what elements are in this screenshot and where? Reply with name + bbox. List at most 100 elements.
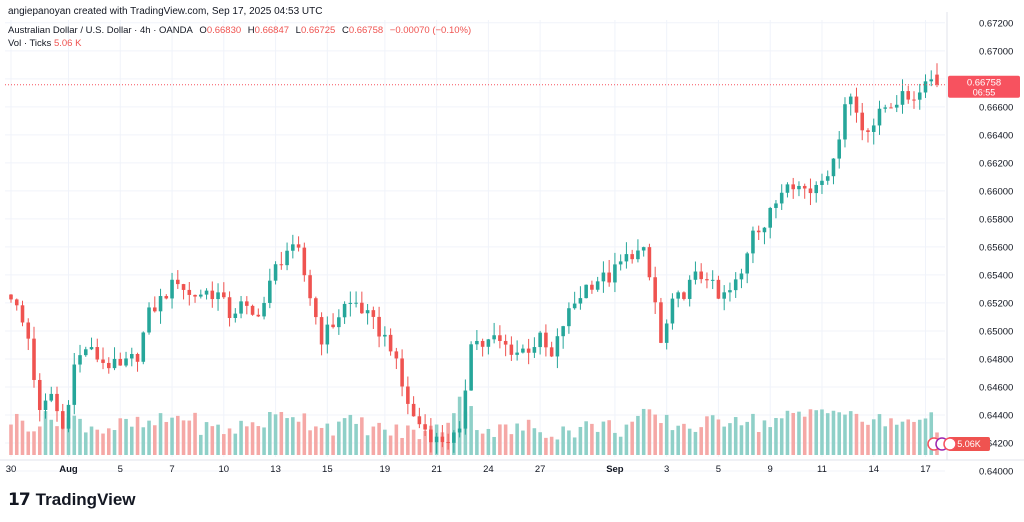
volume-bar (262, 427, 266, 455)
candle-body (400, 358, 404, 387)
volume-bar (843, 414, 847, 455)
volume-bar (762, 420, 767, 455)
candle-body (831, 158, 836, 177)
candle-body (843, 104, 847, 140)
volume-bar (377, 422, 381, 455)
candle-body (176, 279, 180, 285)
candle-body (210, 290, 215, 300)
candle-body (567, 308, 571, 327)
time-tick-label: 5 (118, 464, 123, 475)
volume-bar (383, 429, 387, 455)
candle-body (285, 250, 289, 266)
volume-bar (785, 410, 790, 455)
candle-body (187, 289, 192, 295)
volume-bar (774, 418, 778, 455)
volume-bar (26, 431, 31, 455)
candle-body (883, 107, 888, 109)
candle-body (193, 294, 197, 297)
candle-body (572, 303, 577, 309)
volume-bar (256, 426, 261, 455)
price-tick-label: 0.65000 (979, 326, 1013, 337)
candle-body (797, 185, 801, 190)
candle-body (682, 292, 686, 299)
candle-body (440, 436, 445, 443)
time-tick-label: 21 (431, 464, 442, 475)
volume-bar (89, 426, 94, 455)
candle-body (848, 96, 853, 105)
candle-body (273, 264, 278, 281)
volume-bar (118, 418, 123, 455)
volume-bar (866, 424, 870, 455)
volume-legend[interactable]: Vol · Ticks 5.06 K (8, 38, 81, 49)
volume-bar (227, 428, 232, 455)
volume-bar (37, 426, 42, 455)
candle-body (802, 185, 807, 189)
candle-body (342, 303, 347, 318)
volume-bar (509, 434, 514, 455)
instrument-label: Australian Dollar / U.S. Dollar · 4h · O… (8, 25, 193, 36)
candle-body (32, 338, 36, 380)
volume-bar (802, 416, 807, 455)
candle-body (716, 279, 721, 299)
candle-body (751, 230, 755, 254)
volume-bar (354, 423, 358, 455)
candle-body (917, 92, 922, 100)
volume-bar (135, 416, 140, 455)
volume-bar (406, 425, 410, 455)
candle-body (745, 253, 749, 274)
volume-bar (411, 429, 416, 455)
volume-bar (314, 426, 318, 455)
volume-bar (268, 412, 272, 455)
candle-body (498, 335, 502, 341)
price-tick-label: 0.64600 (979, 382, 1013, 393)
volume-bar (693, 431, 698, 455)
volume-bar (710, 415, 715, 455)
candle-body (20, 305, 25, 323)
candle-body (526, 348, 531, 353)
volume-bar (877, 414, 882, 455)
candle-body (308, 275, 312, 299)
candle-body (785, 184, 790, 193)
candle-body (900, 91, 905, 105)
candle-body (935, 74, 939, 85)
time-tick-label: 15 (322, 464, 333, 475)
candle-body (118, 358, 123, 366)
volume-bar (544, 437, 548, 455)
candle-body (452, 432, 456, 443)
volume-bar (60, 417, 65, 455)
candle-body (66, 404, 71, 429)
candle-body (584, 284, 588, 299)
volume-bar (170, 417, 174, 455)
candle-body (72, 364, 77, 405)
volume-bar (20, 420, 25, 455)
volume-bar (521, 430, 525, 455)
candle-body (222, 292, 226, 298)
volume-bar (475, 430, 479, 455)
candle-body (538, 332, 542, 348)
candle-body (492, 335, 496, 340)
tradingview-logo[interactable]: 17 TradingView (8, 490, 136, 510)
candle-body (170, 279, 174, 299)
symbol-legend[interactable]: Australian Dollar / U.S. Dollar · 4h · O… (8, 25, 475, 36)
volume-bar (659, 423, 663, 455)
candle-body (256, 314, 261, 317)
volume-bar (526, 419, 531, 455)
volume-bar (705, 416, 709, 455)
candle-body (371, 310, 376, 317)
candle-body (262, 302, 266, 317)
candle-body (521, 348, 525, 353)
volume-bar (245, 426, 249, 455)
volume-bar (636, 415, 640, 455)
candle-body (601, 272, 606, 282)
candle-body (406, 386, 410, 404)
candle-body (158, 296, 163, 312)
volume-bar (331, 435, 335, 455)
time-tick-label: 10 (219, 464, 230, 475)
candle-body (486, 339, 491, 347)
candle-body (457, 428, 462, 433)
volume-bar (296, 421, 301, 455)
candle-body (429, 429, 433, 443)
volume-bar (889, 418, 893, 455)
candle-body (291, 244, 295, 251)
